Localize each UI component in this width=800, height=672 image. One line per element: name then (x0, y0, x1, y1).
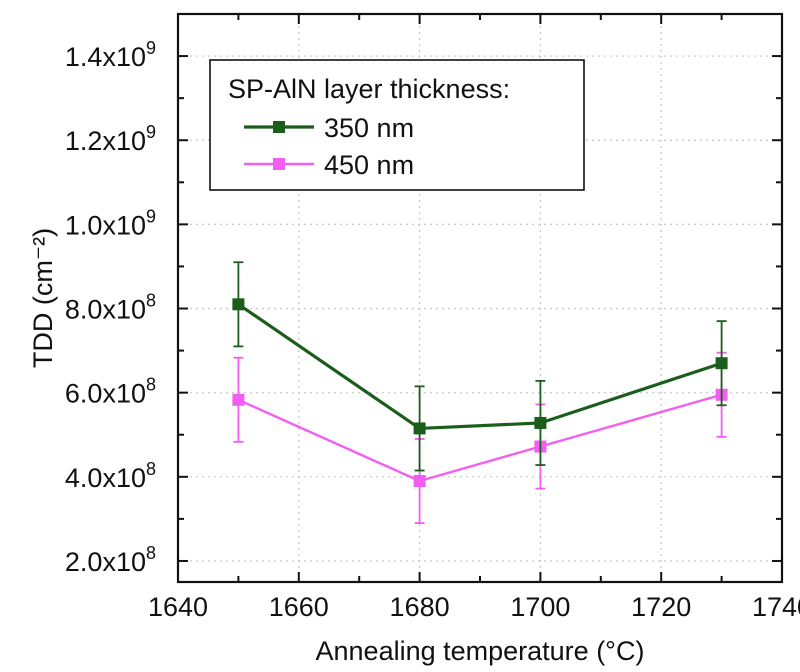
series-layer (232, 261, 728, 524)
axis-ticks (177, 14, 783, 582)
series-line (237, 393, 722, 483)
data-point-marker (534, 416, 547, 429)
legend-marker-450-nm (273, 158, 285, 170)
y-tick-label: 1.0x109 (65, 206, 156, 240)
y-tick-label: 4.0x108 (65, 459, 156, 493)
x-tick-label: 1680 (390, 592, 450, 622)
x-axis-tick-labels: 1640 1660 1680 1700 1720 1740 (148, 592, 800, 622)
y-tick-label: 1.2x109 (65, 122, 156, 156)
x-axis-title: Annealing temperature (°C) (316, 636, 645, 666)
legend-label-450-nm: 450 nm (324, 150, 414, 180)
x-tick-label: 1720 (631, 592, 691, 622)
data-point-marker (413, 422, 426, 435)
y-tick-label: 1.4x109 (65, 38, 156, 72)
y-tick-label: 6.0x108 (65, 375, 156, 409)
legend: SP-AlN layer thickness: 350 nm 450 nm (209, 59, 585, 191)
x-tick-label: 1700 (510, 592, 570, 622)
y-axis-title: TDD (cm⁻²) (28, 228, 58, 368)
y-tick-label: 8.0x108 (65, 291, 156, 325)
x-tick-label: 1640 (148, 592, 208, 622)
series-350-nm (232, 261, 728, 472)
data-point-marker (413, 475, 426, 488)
series-450-nm (232, 351, 728, 524)
y-tick-label: 2.0x108 (65, 543, 156, 577)
data-point-marker (232, 393, 245, 406)
legend-entries: 350 nm 450 nm (244, 113, 414, 180)
legend-box (209, 59, 585, 191)
x-tick-label: 1740 (752, 592, 800, 622)
legend-marker-350-nm (273, 121, 285, 133)
x-tick-label: 1660 (269, 592, 329, 622)
y-axis-tick-labels: 2.0x108 4.0x108 6.0x108 8.0x108 1.0x109 1.2x1… (65, 38, 156, 577)
data-point-marker (715, 357, 728, 370)
series-line (237, 302, 723, 431)
legend-title: SP-AlN layer thickness: (228, 74, 510, 104)
data-point-marker (232, 298, 245, 311)
legend-label-350-nm: 350 nm (324, 113, 414, 143)
